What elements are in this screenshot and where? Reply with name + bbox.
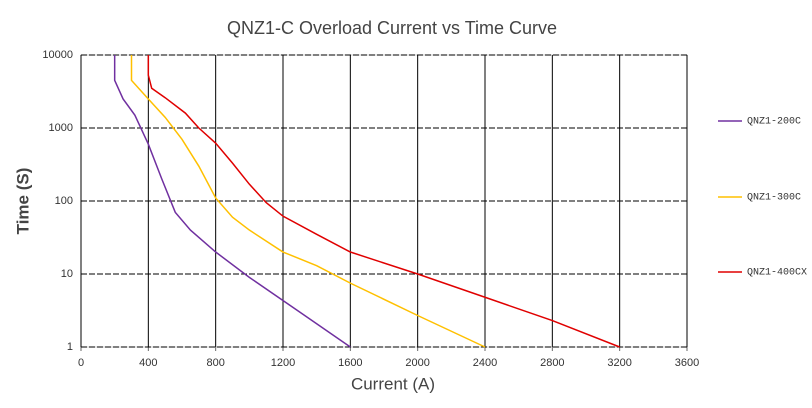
chart-title: QNZ1-C Overload Current vs Time Curve xyxy=(227,18,557,38)
x-tick-label: 2000 xyxy=(405,357,429,369)
x-tick-label: 3600 xyxy=(675,357,699,369)
y-tick-label: 10 xyxy=(61,268,73,280)
x-axis-label: Current (A) xyxy=(351,374,435,393)
x-tick-label: 1200 xyxy=(271,357,295,369)
x-tick-label: 1600 xyxy=(338,357,362,369)
y-axis-label: Time (S) xyxy=(13,168,32,235)
x-tick-label: 2800 xyxy=(540,357,564,369)
legend-label: QNZ1-300C xyxy=(747,193,801,204)
y-tick-label: 10000 xyxy=(42,49,73,61)
x-tick-label: 800 xyxy=(206,357,224,369)
x-tick-label: 400 xyxy=(139,357,157,369)
legend-label: QNZ1-200C xyxy=(747,117,801,128)
y-tick-label: 1 xyxy=(67,341,73,353)
x-tick-label: 2400 xyxy=(473,357,497,369)
series-line xyxy=(147,55,620,348)
series-line xyxy=(113,55,351,348)
y-tick-label: 1000 xyxy=(49,122,73,134)
x-tick-label: 0 xyxy=(78,357,84,369)
series-line xyxy=(130,55,486,348)
y-tick-label: 100 xyxy=(55,195,73,207)
legend-label: QNZ1-400CX xyxy=(747,268,807,279)
x-tick-label: 3200 xyxy=(607,357,631,369)
